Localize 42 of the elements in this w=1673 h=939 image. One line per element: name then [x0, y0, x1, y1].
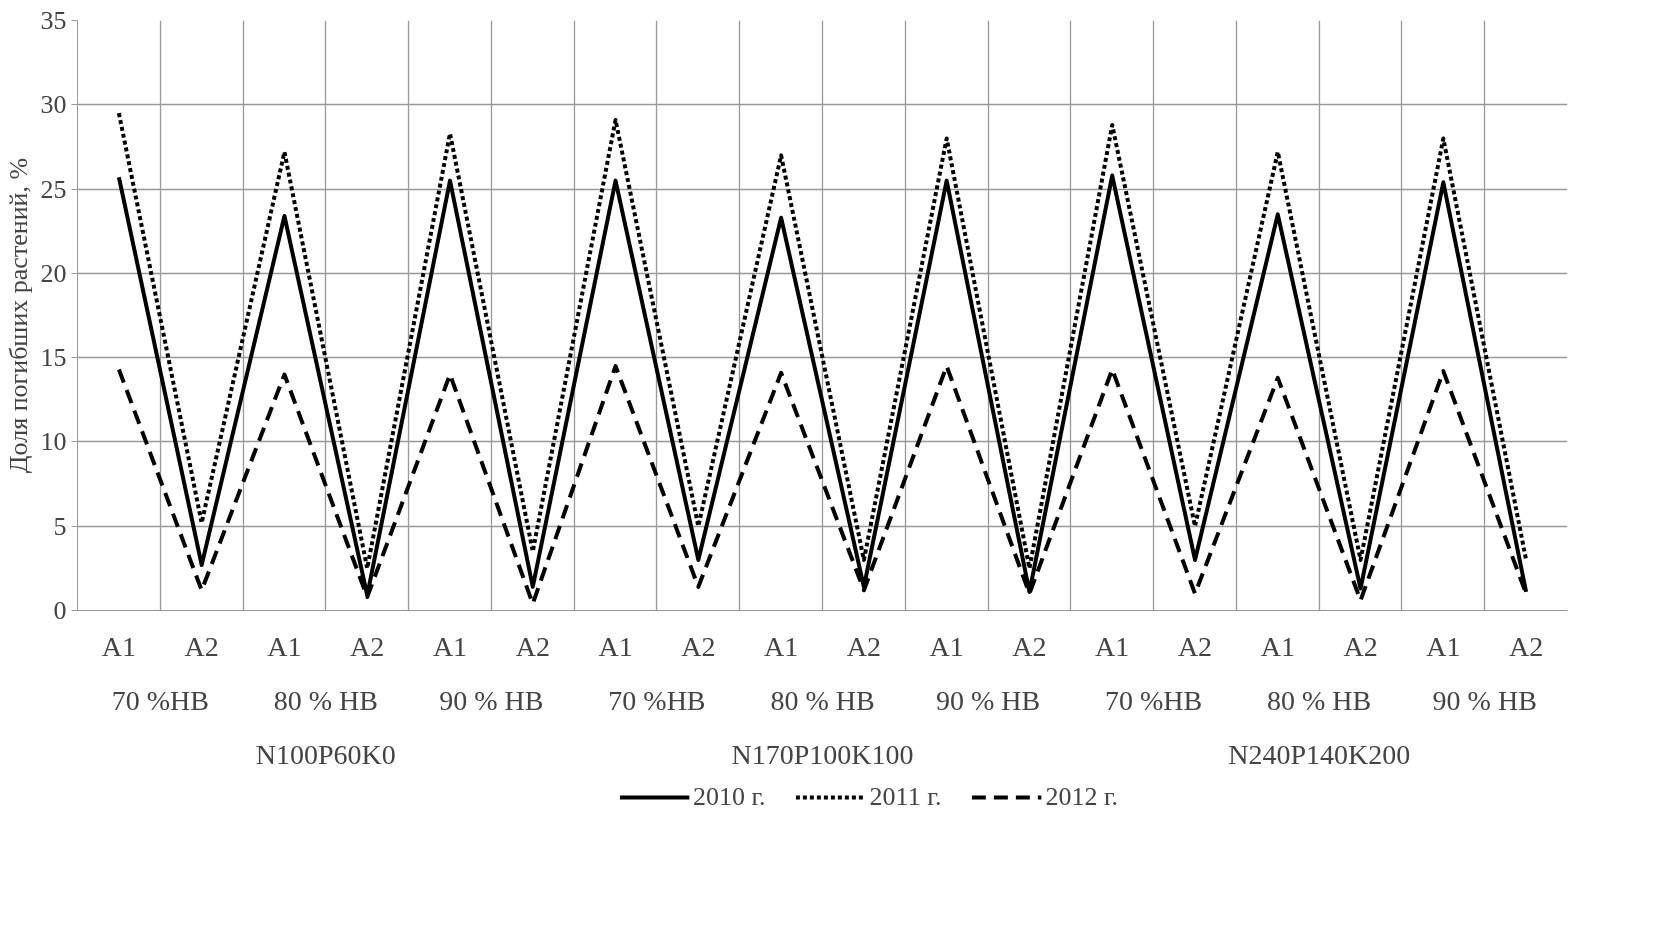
x-tick-label: A1: [764, 630, 799, 662]
x-tick-label: A2: [1509, 630, 1544, 662]
text: N170P100K100: [731, 738, 914, 770]
text: 70 %HB: [608, 684, 706, 716]
text: 90 % HB: [1432, 684, 1537, 716]
x-tick-label: A1: [1095, 630, 1130, 662]
y-tick-label: 5: [53, 511, 67, 541]
text: 80 % HB: [770, 684, 875, 716]
y-tick-label: 25: [40, 174, 67, 204]
text: 70 %HB: [111, 684, 209, 716]
x-tick-label: A1: [1260, 630, 1295, 662]
x-tick-label: A1: [432, 630, 468, 662]
text: 80 % HB: [1267, 684, 1372, 716]
x-tick-label: A1: [598, 630, 633, 662]
x-tick-label: A2: [184, 630, 219, 662]
x-tick-label: A2: [681, 630, 716, 662]
legend-label: 2012 г.: [1045, 782, 1119, 812]
text: N100P60K0: [255, 738, 396, 770]
x-tick-label: A2: [846, 630, 882, 662]
legend-label: 2010 г.: [692, 782, 766, 812]
x-tick-label: A2: [350, 630, 385, 662]
text: 70 %HB: [1105, 684, 1203, 716]
x-tick-label: A1: [929, 630, 964, 662]
y-tick-label: 15: [40, 343, 67, 373]
y-tick-label: 10: [40, 427, 67, 457]
y-axis-title: Доля погибших растений, %: [3, 157, 33, 474]
legend-label: 2011 г.: [869, 782, 942, 812]
y-tick-label: 0: [53, 596, 67, 625]
y-tick-label: 35: [40, 6, 67, 35]
text: 90 % HB: [935, 684, 1041, 716]
x-tick-label: A2: [1012, 630, 1047, 662]
y-tick-label: 30: [40, 90, 67, 120]
text: N240P140K200: [1228, 738, 1411, 770]
x-tick-label: A1: [1426, 630, 1461, 662]
text: 90 % HB: [439, 684, 544, 716]
x-tick-label: A2: [515, 630, 550, 662]
text: 80 % HB: [273, 684, 378, 716]
x-tick-label: A2: [1343, 630, 1378, 662]
x-tick-label: A1: [267, 630, 302, 662]
y-tick-label: 20: [40, 258, 67, 288]
x-tick-label: A2: [1177, 630, 1213, 662]
x-tick-label: A1: [101, 630, 137, 662]
